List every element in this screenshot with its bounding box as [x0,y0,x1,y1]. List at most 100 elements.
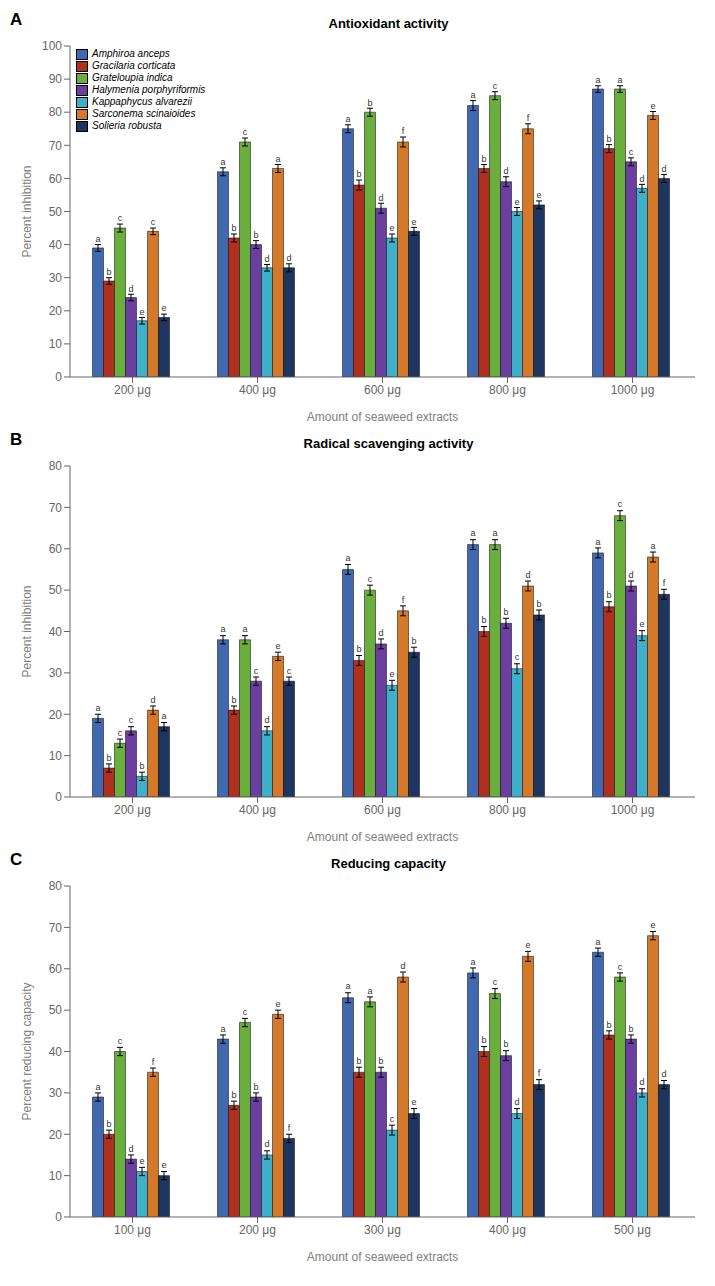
svg-text:a: a [161,711,166,721]
svg-text:c: c [618,499,623,509]
svg-text:b: b [503,607,508,617]
svg-text:0: 0 [55,790,62,804]
svg-text:20: 20 [49,304,63,318]
svg-text:1000 μg: 1000 μg [611,803,655,817]
svg-text:b: b [253,230,258,240]
svg-text:e: e [389,223,394,233]
svg-text:d: d [639,174,644,184]
svg-text:1000 μg: 1000 μg [611,383,655,397]
svg-text:300 μg: 300 μg [364,1223,401,1237]
svg-text:a: a [470,528,475,538]
svg-text:b: b [356,644,361,654]
svg-text:30: 30 [49,1086,63,1100]
svg-text:b: b [231,1090,236,1100]
svg-text:50: 50 [49,205,63,219]
svg-text:a: a [492,528,497,538]
svg-text:a: a [470,90,475,100]
svg-text:c: c [118,728,123,738]
svg-text:b: b [106,753,111,763]
svg-text:d: d [661,164,666,174]
svg-text:f: f [663,578,666,588]
svg-text:c: c [118,1036,123,1046]
svg-text:c: c [390,1114,395,1124]
svg-text:a: a [220,624,225,634]
svg-text:80: 80 [49,459,63,473]
svg-text:a: a [367,986,372,996]
svg-text:200 μg: 200 μg [239,1223,276,1237]
svg-text:f: f [402,126,405,136]
svg-text:60: 60 [49,962,63,976]
svg-text:e: e [275,999,280,1009]
svg-text:10: 10 [49,1169,63,1183]
svg-text:d: d [286,253,291,263]
svg-text:a: a [95,1082,100,1092]
svg-text:b: b [481,154,486,164]
svg-text:e: e [139,1156,144,1166]
svg-text:f: f [152,1057,155,1067]
svg-text:b: b [411,636,416,646]
svg-text:600 μg: 600 μg [364,383,401,397]
svg-text:b: b [367,98,372,108]
svg-text:e: e [639,619,644,629]
svg-text:b: b [139,761,144,771]
svg-text:c: c [243,1007,248,1017]
svg-text:100 μg: 100 μg [114,1223,151,1237]
svg-text:10: 10 [49,337,63,351]
svg-text:Amount of seaweed extracts: Amount of seaweed extracts [307,830,458,844]
svg-text:e: e [275,641,280,651]
svg-text:d: d [514,1097,519,1107]
svg-text:b: b [231,223,236,233]
svg-text:e: e [525,940,530,950]
svg-text:500 μg: 500 μg [614,1223,651,1237]
svg-text:30: 30 [49,271,63,285]
svg-text:a: a [345,981,350,991]
svg-text:20: 20 [49,708,63,722]
svg-text:b: b [231,695,236,705]
svg-text:200 μg: 200 μg [114,383,151,397]
svg-text:d: d [378,193,383,203]
svg-text:10: 10 [49,749,63,763]
svg-text:0: 0 [55,370,62,384]
svg-text:d: d [264,254,269,264]
svg-text:c: c [618,962,623,972]
svg-text:e: e [161,1160,166,1170]
svg-text:40: 40 [49,625,63,639]
svg-text:d: d [628,570,633,580]
svg-text:50: 50 [49,583,63,597]
svg-text:80: 80 [49,105,63,119]
svg-text:Percent inhibition: Percent inhibition [20,165,34,257]
svg-text:c: c [254,666,259,676]
svg-text:40: 40 [49,238,63,252]
svg-text:100: 100 [42,39,62,53]
svg-text:600 μg: 600 μg [364,803,401,817]
svg-text:c: c [118,213,123,223]
svg-text:30: 30 [49,666,63,680]
svg-text:f: f [538,1068,541,1078]
svg-text:70: 70 [49,921,63,935]
svg-text:40: 40 [49,1045,63,1059]
svg-text:c: c [493,81,498,91]
svg-text:800 μg: 800 μg [489,383,526,397]
svg-text:50: 50 [49,1003,63,1017]
svg-text:c: c [629,147,634,157]
svg-text:b: b [536,599,541,609]
svg-text:c: c [368,574,373,584]
svg-text:e: e [389,669,394,679]
svg-text:e: e [514,197,519,207]
svg-text:a: a [95,703,100,713]
svg-text:b: b [356,1056,361,1066]
svg-text:a: a [242,624,247,634]
svg-text:400 μg: 400 μg [489,1223,526,1237]
svg-text:d: d [128,1144,133,1154]
svg-text:Amount of seaweed extracts: Amount of seaweed extracts [307,1250,458,1264]
svg-text:e: e [161,303,166,313]
svg-text:a: a [617,75,622,85]
svg-text:d: d [264,715,269,725]
svg-text:d: d [128,284,133,294]
svg-text:d: d [525,570,530,580]
svg-text:a: a [595,537,600,547]
svg-text:b: b [606,1020,611,1030]
svg-text:e: e [411,217,416,227]
svg-text:Percent reducing capacity: Percent reducing capacity [20,982,34,1120]
svg-text:c: c [129,715,134,725]
